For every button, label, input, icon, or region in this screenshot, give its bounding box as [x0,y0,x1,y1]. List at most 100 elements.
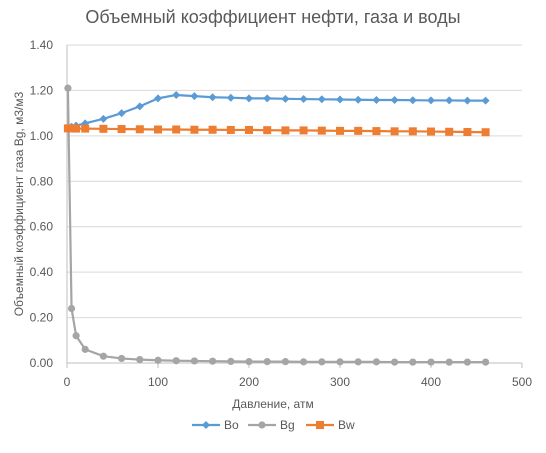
series-bg [64,84,490,366]
data-point-bg [445,358,453,366]
y-tick-label: 0.20 [30,311,54,325]
data-point-bw [154,125,162,134]
data-point-bg [172,357,180,365]
data-point-bo [427,96,435,105]
data-point-bo [408,96,417,105]
series-bw [63,124,490,137]
data-point-bo [299,95,308,104]
data-point-bg [336,358,344,366]
data-point-bo [463,96,472,105]
x-tick-label: 200 [239,375,259,389]
y-tick-labels: 0.00 0.20 0.40 0.60 0.80 1.00 1.20 1.40 [30,38,54,370]
data-point-bw [135,125,144,134]
data-point-bw [336,126,344,135]
data-point-bw [299,126,308,135]
data-point-bg [64,84,72,92]
data-point-bw [390,127,399,136]
data-point-bw [208,125,217,134]
data-point-bw [67,124,76,133]
data-point-bo [226,93,235,102]
legend-swatch-marker-bg [258,421,266,429]
data-point-bw [354,126,363,135]
data-point-bw [263,126,272,135]
data-point-bg [409,358,417,366]
y-tick-label: 1.40 [30,38,54,52]
data-point-bg [263,358,271,366]
y-axis-title: Объемный коэффициент газа Bg, м3/м3 [12,91,26,316]
data-point-bg [227,357,235,366]
data-point-bw [81,124,90,133]
x-tick-label: 500 [512,375,532,389]
x-tick-label: 400 [421,375,441,389]
legend-label-bw: Bw [338,418,355,432]
data-point-bg [463,358,471,366]
data-point-bo [390,95,399,104]
data-point-bw [99,124,108,133]
data-point-bo [481,96,490,105]
data-point-bo [354,95,363,104]
data-point-bg [209,357,217,365]
data-point-bo [445,96,454,105]
y-tick-label: 0.80 [30,174,54,188]
x-tick-label: 300 [330,375,350,389]
y-tick-label: 0.40 [30,265,54,279]
data-point-bo [263,94,272,103]
data-point-bg [99,352,107,360]
data-point-bg [427,358,435,366]
data-point-bo [135,102,144,111]
legend-label-bo: Bo [224,418,239,432]
data-point-bg [318,358,326,366]
gridlines [67,44,522,319]
data-point-bg [136,355,144,364]
data-point-bo [208,93,217,102]
chart-title: Объемный коэффициент нефти, газа и воды [85,7,460,27]
data-point-bg [67,304,76,313]
data-point-bo [172,90,181,99]
data-point-bw [427,127,435,136]
data-point-bw [245,125,253,134]
data-point-bw [172,125,181,134]
data-point-bw [226,125,235,134]
legend: Bo Bg Bw [192,418,355,432]
data-point-bw [317,126,326,135]
x-tick-labels: 0 100 200 300 400 500 [64,375,533,389]
data-point-bo [281,94,290,103]
legend-swatch-marker-bw [316,421,324,429]
legend-label-bg: Bg [280,418,295,432]
legend-item-bw: Bw [306,418,355,432]
data-point-bo [154,94,162,103]
data-point-bw [463,127,472,136]
data-point-bg [118,354,126,363]
data-point-bo [117,109,126,118]
x-axis-title: Давление, атм [232,397,313,411]
data-point-bw [117,125,126,134]
y-tick-label: 0.00 [30,356,54,370]
data-point-bw [190,125,199,134]
data-point-bo [99,114,108,123]
legend-item-bg: Bg [248,418,295,432]
data-point-bw [481,128,490,137]
legend-item-bo: Bo [192,418,239,432]
data-point-bw [408,127,417,136]
data-point-bg [281,358,289,366]
data-point-bg [190,357,198,365]
data-point-bo [190,92,199,101]
data-point-bo [245,94,253,103]
data-point-bo [336,95,344,104]
data-point-bg [482,358,490,366]
data-point-bw [445,127,454,136]
data-point-bw [281,126,290,135]
data-point-bg [81,345,89,353]
data-point-bg [245,358,253,366]
data-point-bg [391,358,399,366]
data-point-bg [354,358,362,366]
data-point-bw [72,124,81,133]
series-group [63,84,490,366]
data-point-bo [372,95,381,104]
y-tick-label: 1.20 [30,83,54,97]
y-tick-label: 1.00 [30,129,54,143]
data-point-bg [72,332,80,340]
data-point-bg [300,358,308,366]
data-point-bg [154,356,162,364]
